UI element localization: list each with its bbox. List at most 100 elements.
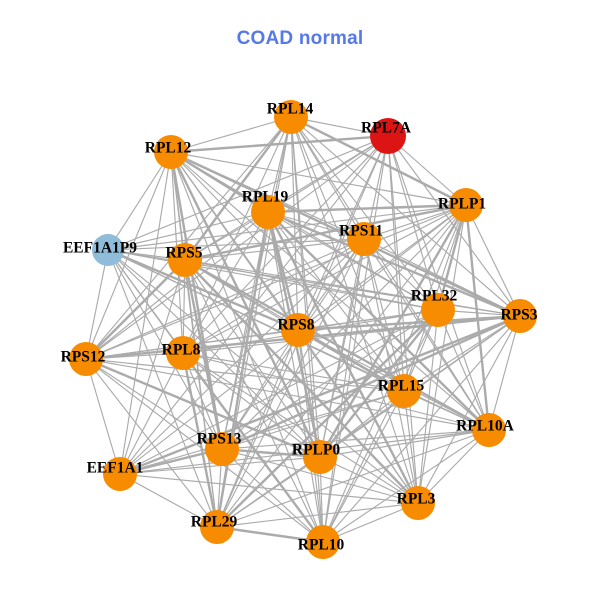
network-node-rps5[interactable] (168, 243, 202, 277)
network-edge (417, 204, 467, 504)
network-edge (184, 259, 324, 543)
network-edge (182, 315, 521, 354)
page-title: COAD normal (236, 28, 364, 49)
network-edge (169, 134, 390, 154)
network-node-label-rps13: RPS13 (197, 431, 242, 448)
network-node-eef1a1[interactable] (103, 457, 137, 491)
network-node-rpl15[interactable] (387, 374, 421, 408)
network-edge (107, 249, 223, 450)
network-node-rps13[interactable] (205, 432, 239, 466)
network-node-label-eef1a1p9: EEF1A1P9 (63, 240, 137, 257)
network-node-rpl10a[interactable] (472, 413, 506, 447)
network-edge (107, 204, 467, 251)
network-node-eef1a1p9[interactable] (92, 234, 124, 266)
network-node-label-rpl12: RPL12 (145, 140, 192, 157)
network-edge (363, 238, 439, 311)
network-edge (170, 151, 490, 431)
network-edge (85, 358, 121, 475)
network-node-label-rpl10a: RPL10A (456, 418, 515, 435)
network-node-rpl29[interactable] (200, 510, 234, 544)
network-edge (182, 116, 292, 354)
network-edge (85, 358, 324, 543)
network-edge (184, 259, 521, 317)
network-node-rpl14[interactable] (274, 100, 308, 134)
network-edge (363, 204, 467, 240)
network-edge (417, 315, 521, 504)
network-node-label-rpl3: RPL3 (397, 491, 436, 508)
network-edge (297, 329, 321, 458)
network-edge (215, 308, 440, 529)
network-edge (318, 308, 440, 459)
network-edge (184, 259, 439, 311)
network-edge (221, 448, 419, 504)
network-edge (290, 116, 439, 311)
network-edge (183, 258, 420, 505)
network-node-rplp0[interactable] (303, 440, 337, 474)
network-edge (319, 429, 490, 458)
network-node-rps12[interactable] (69, 342, 103, 376)
network-edge (184, 238, 365, 261)
network-edge (181, 351, 325, 544)
network-edge (118, 447, 224, 476)
network-edge (322, 429, 490, 543)
network-edge (119, 390, 405, 475)
network-node-rpl8[interactable] (166, 336, 200, 370)
network-edge (221, 429, 490, 450)
network-edge (119, 238, 365, 475)
network-edge (85, 116, 292, 360)
network-node-label-rplp1: RPLP1 (438, 196, 486, 213)
network-node-rpl10[interactable] (306, 525, 340, 559)
network-node-label-rps8: RPS8 (277, 317, 314, 334)
network-edge (216, 204, 467, 528)
network-node-label-rpl19: RPL19 (242, 189, 289, 206)
network-edge (488, 315, 521, 431)
network-edge (182, 352, 419, 504)
network-edge (216, 429, 490, 528)
network-edge (417, 309, 439, 504)
network-edge (322, 309, 439, 543)
network-edge (182, 352, 321, 458)
network-edge (363, 238, 490, 431)
nodes-layer (69, 100, 537, 559)
network-edge (319, 390, 405, 458)
network-edge (267, 211, 324, 543)
network-node-rplp1[interactable] (449, 188, 483, 222)
network-edge (318, 203, 468, 459)
network-edge (119, 309, 439, 475)
network-node-label-rpl29: RPL29 (191, 514, 238, 531)
network-node-rpl19[interactable] (251, 195, 285, 229)
network-edge (403, 390, 419, 504)
network-node-rps11[interactable] (347, 222, 381, 256)
network-edge (107, 249, 439, 311)
network-node-label-rpl14: RPL14 (267, 101, 314, 118)
network-edge (85, 151, 172, 360)
network-node-rpl3[interactable] (401, 486, 435, 520)
network-edge (216, 315, 521, 528)
network-edge (85, 358, 490, 431)
network-edge (119, 259, 186, 475)
network-edge (107, 238, 365, 251)
network-edge (387, 135, 419, 504)
network-edge (221, 390, 405, 450)
network-node-rps3[interactable] (503, 299, 537, 333)
network-node-rpl7a[interactable] (370, 118, 406, 154)
network-edge (181, 351, 219, 529)
network-edge (289, 115, 468, 207)
network-edge (107, 211, 269, 251)
network-node-rpl12[interactable] (154, 135, 188, 169)
network-edge (266, 203, 468, 214)
network-node-rps8[interactable] (281, 313, 315, 347)
network-edge (106, 248, 300, 332)
network-edge (216, 502, 419, 528)
network-edge (119, 151, 172, 475)
network-edge (119, 473, 419, 504)
network-edge (297, 329, 419, 504)
network-edge (84, 357, 322, 459)
network-edge (436, 203, 468, 312)
network-edge (322, 135, 389, 543)
network-edge (85, 204, 467, 360)
network-node-rpl32[interactable] (421, 293, 455, 327)
network-node-label-rps11: RPS11 (339, 223, 383, 240)
network-edge (403, 315, 521, 392)
